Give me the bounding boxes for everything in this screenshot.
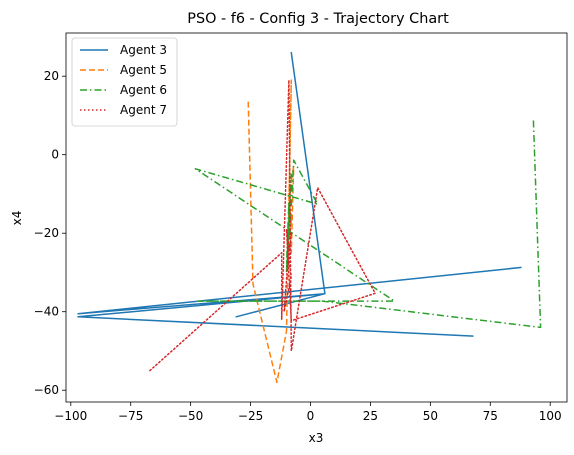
- x-axis-label: x3: [309, 431, 324, 445]
- y-tick-label: 20: [44, 69, 59, 83]
- chart-title: PSO - f6 - Config 3 - Trajectory Chart: [187, 11, 449, 27]
- x-tick-label: −75: [118, 409, 143, 423]
- y-axis-label: x4: [10, 211, 24, 226]
- y-tick-label: −40: [34, 305, 59, 319]
- x-tick-label: −25: [238, 409, 263, 423]
- x-tick-label: −50: [178, 409, 203, 423]
- x-tick-label: −100: [54, 409, 87, 423]
- x-tick-label: 75: [483, 409, 498, 423]
- x-tick-label: 50: [423, 409, 438, 423]
- legend-label: Agent 7: [120, 103, 167, 117]
- y-tick-label: −20: [34, 226, 59, 240]
- x-tick-label: 100: [539, 409, 562, 423]
- x-tick-label: 0: [307, 409, 315, 423]
- legend: Agent 3 Agent 5 Agent 6 Agent 7: [72, 38, 177, 126]
- legend-label: Agent 6: [120, 83, 167, 97]
- y-tick-label: 0: [51, 148, 59, 162]
- legend-label: Agent 3: [120, 43, 167, 57]
- legend-label: Agent 5: [120, 63, 167, 77]
- x-tick-label: 25: [363, 409, 378, 423]
- y-tick-label: −60: [34, 383, 59, 397]
